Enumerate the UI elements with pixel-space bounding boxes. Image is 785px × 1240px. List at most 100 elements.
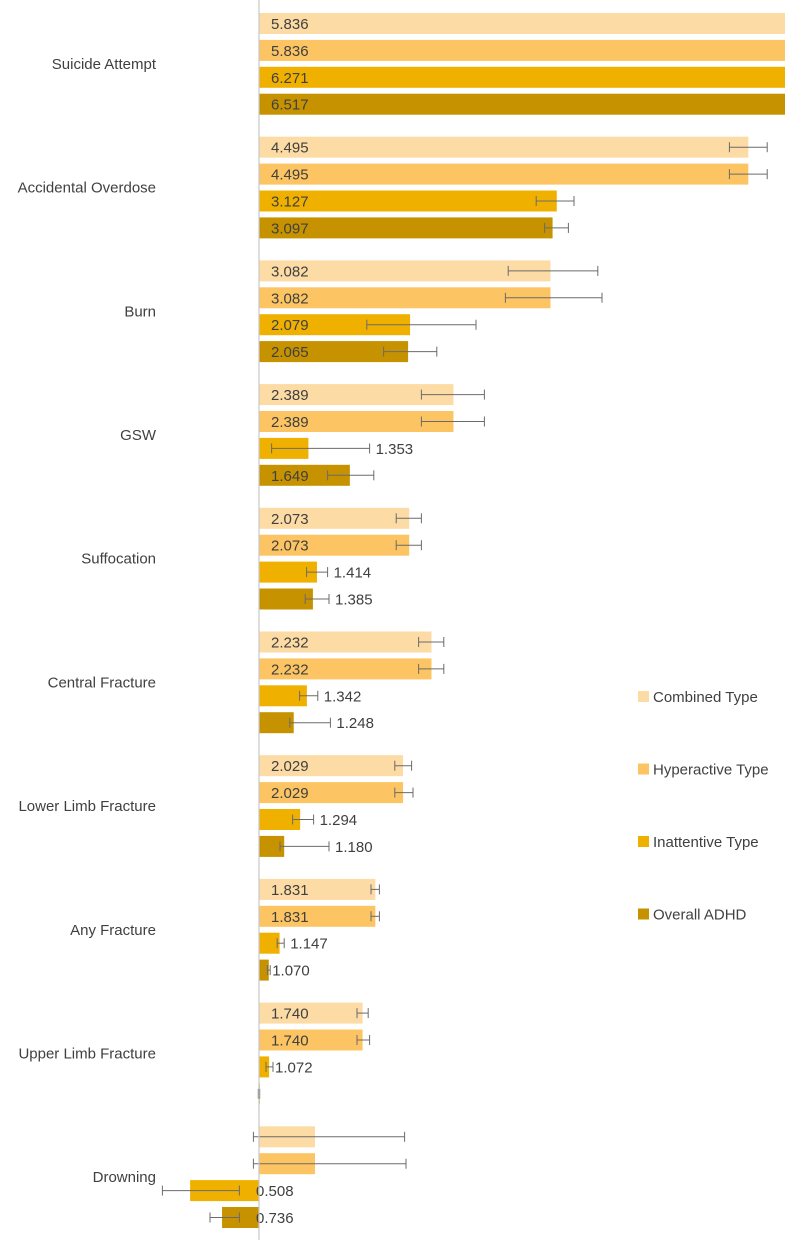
bar-any-fracture-overall-adhd: [259, 959, 269, 981]
bar-burn-hyperactive-type: [259, 287, 551, 309]
legend-item-inattentive-type: Inattentive Type: [638, 834, 759, 851]
error-bar-lower-limb-fracture-combined-type: [394, 760, 413, 771]
error-bar-central-fracture-combined-type: [418, 637, 445, 647]
legend: Combined Type Hyperactive Type Inattentive…: [638, 689, 769, 924]
error-bar-gsw-hyperactive-type: [420, 416, 485, 427]
category-label-burn: Burn: [124, 303, 156, 320]
bar-upper-limb-fracture-combined-type: [259, 1002, 363, 1024]
value-label-suicide-attempt-overall-adhd: 6.517: [271, 97, 309, 114]
value-label-suffocation-combined-type: 2.073: [271, 511, 309, 528]
category-label-lower-limb-fracture: Lower Limb Fracture: [18, 798, 156, 815]
bars-layer: [190, 13, 785, 1228]
bar-gsw-hyperactive-type: [259, 411, 454, 432]
bar-suicide-attempt-hyperactive-type: [259, 39, 785, 61]
bar-upper-limb-fracture-hyperactive-type: [259, 1029, 363, 1051]
error-bar-gsw-inattentive-type: [271, 443, 371, 454]
bar-accidental-overdose-combined-type: [259, 136, 749, 158]
bar-lower-limb-fracture-overall-adhd: [259, 835, 285, 857]
error-bar-any-fracture-hyperactive-type: [370, 911, 380, 922]
value-label-central-fracture-hyperactive-type: 2.232: [271, 661, 309, 678]
value-label-lower-limb-fracture-overall-adhd: 1.180: [335, 839, 373, 856]
legend-swatch-overall-adhd: [638, 908, 649, 920]
error-bar-burn-combined-type: [507, 265, 599, 276]
bar-any-fracture-inattentive-type: [259, 932, 280, 954]
error-bar-gsw-combined-type: [420, 389, 485, 400]
category-label-any-fracture: Any Fracture: [70, 922, 156, 939]
value-label-gsw-inattentive-type: 1.353: [376, 441, 414, 458]
error-bar-suffocation-combined-type: [395, 513, 422, 524]
bar-suffocation-hyperactive-type: [259, 534, 410, 556]
value-label-burn-hyperactive-type: 3.082: [271, 290, 309, 307]
legend-item-hyperactive-type: Hyperactive Type: [638, 762, 769, 779]
error-bar-drowning-overall-adhd: [209, 1212, 240, 1223]
bar-suffocation-overall-adhd: [259, 588, 313, 610]
bar-accidental-overdose-inattentive-type: [259, 190, 557, 212]
bar-gsw-overall-adhd: [259, 464, 350, 486]
error-bar-burn-inattentive-type: [366, 319, 477, 330]
category-label-upper-limb-fracture: Upper Limb Fracture: [18, 1045, 156, 1062]
category-labels-layer: Suicide Attempt Accidental Overdose Burn GS…: [18, 56, 157, 1186]
value-label-suicide-attempt-hyperactive-type: 5.836: [271, 43, 309, 60]
value-label-gsw-overall-adhd: 1.649: [271, 468, 309, 485]
bar-central-fracture-overall-adhd: [259, 712, 294, 734]
value-label-central-fracture-inattentive-type: 1.342: [324, 688, 362, 705]
value-label-gsw-combined-type: 2.389: [271, 387, 309, 404]
legend-label-combined-type: Combined Type: [653, 689, 758, 706]
bar-central-fracture-combined-type: [259, 631, 432, 653]
error-bar-any-fracture-inattentive-type: [276, 938, 285, 949]
bar-central-fracture-hyperactive-type: [259, 658, 432, 680]
value-label-any-fracture-hyperactive-type: 1.831: [271, 909, 309, 926]
error-bar-drowning-inattentive-type: [161, 1185, 240, 1196]
error-bar-upper-limb-fracture-combined-type: [356, 1008, 369, 1019]
bar-suicide-attempt-combined-type: [259, 13, 785, 34]
bar-gsw-combined-type: [259, 384, 454, 406]
value-label-burn-inattentive-type: 2.079: [271, 317, 309, 334]
value-label-suicide-attempt-combined-type: 5.836: [271, 16, 309, 33]
bar-any-fracture-hyperactive-type: [259, 905, 376, 927]
error-bar-upper-limb-fracture-inattentive-type: [265, 1061, 274, 1072]
value-label-central-fracture-overall-adhd: 1.248: [336, 715, 374, 732]
error-bars-layer: [161, 142, 768, 1223]
value-label-accidental-overdose-overall-adhd: 3.097: [271, 220, 309, 237]
error-bar-drowning-combined-type: [252, 1131, 406, 1142]
value-label-burn-overall-adhd: 2.065: [271, 344, 309, 361]
error-bar-central-fracture-overall-adhd: [289, 717, 331, 728]
category-label-accidental-overdose: Accidental Overdose: [18, 180, 156, 197]
legend-label-overall-adhd: Overall ADHD: [653, 907, 747, 924]
error-bar-any-fracture-combined-type: [370, 884, 380, 895]
legend-swatch-combined-type: [638, 691, 649, 702]
bar-burn-combined-type: [259, 260, 551, 282]
error-bar-accidental-overdose-overall-adhd: [544, 222, 569, 233]
category-label-drowning: Drowning: [93, 1169, 156, 1186]
bar-burn-overall-adhd: [259, 341, 409, 363]
bar-lower-limb-fracture-inattentive-type: [259, 809, 301, 830]
bar-any-fracture-combined-type: [259, 878, 376, 900]
error-bar-burn-overall-adhd: [383, 346, 438, 357]
value-label-accidental-overdose-hyperactive-type: 4.495: [271, 167, 309, 184]
value-label-suffocation-inattentive-type: 1.414: [334, 565, 372, 582]
bar-central-fracture-inattentive-type: [259, 685, 307, 707]
bar-accidental-overdose-hyperactive-type: [259, 163, 749, 185]
value-label-lower-limb-fracture-combined-type: 2.029: [271, 758, 309, 775]
value-label-lower-limb-fracture-hyperactive-type: 2.029: [271, 785, 309, 802]
value-label-accidental-overdose-combined-type: 4.495: [271, 140, 309, 157]
bar-accidental-overdose-overall-adhd: [259, 217, 553, 239]
value-label-suffocation-hyperactive-type: 2.073: [271, 538, 309, 555]
value-label-suffocation-overall-adhd: 1.385: [335, 592, 373, 609]
error-bar-accidental-overdose-hyperactive-type: [728, 169, 768, 180]
value-label-any-fracture-overall-adhd: 1.070: [272, 963, 310, 980]
value-label-suicide-attempt-inattentive-type: 6.271: [271, 70, 309, 87]
value-label-gsw-hyperactive-type: 2.389: [271, 414, 309, 431]
value-label-central-fracture-combined-type: 2.232: [271, 635, 309, 652]
value-label-upper-limb-fracture-inattentive-type: 1.072: [275, 1059, 313, 1076]
bar-upper-limb-fracture-inattentive-type: [259, 1056, 270, 1078]
category-label-suffocation: Suffocation: [81, 551, 156, 568]
value-label-any-fracture-inattentive-type: 1.147: [290, 936, 328, 953]
value-label-any-fracture-combined-type: 1.831: [271, 882, 309, 899]
category-label-suicide-attempt: Suicide Attempt: [52, 56, 157, 73]
error-bar-any-fracture-overall-adhd: [266, 965, 271, 976]
category-label-central-fracture: Central Fracture: [48, 674, 156, 691]
bar-suicide-attempt-overall-adhd: [259, 93, 785, 115]
error-bar-accidental-overdose-inattentive-type: [535, 196, 575, 206]
